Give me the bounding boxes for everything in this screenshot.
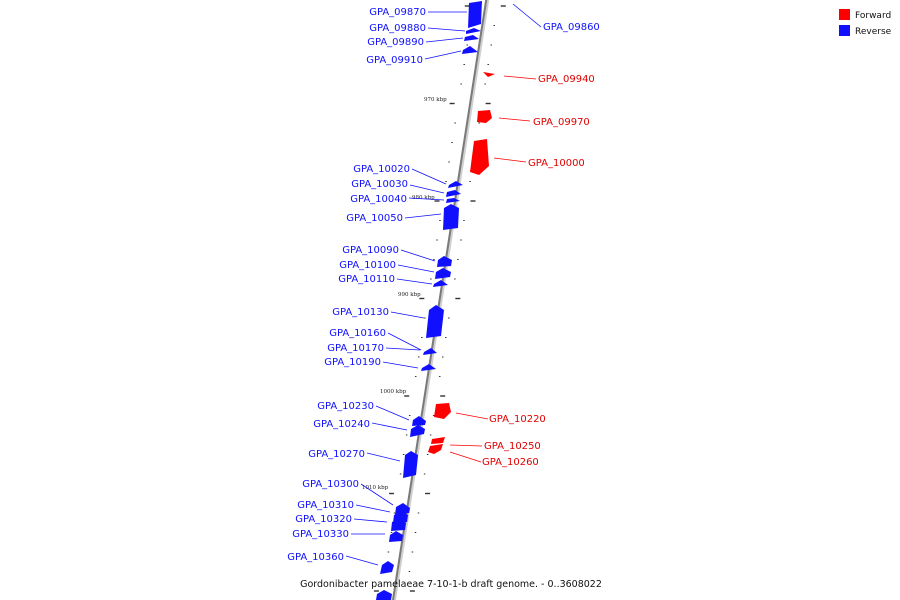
gene-label-gpa-09910[interactable]: GPA_09910 bbox=[366, 55, 423, 66]
gene-label-gpa-10310[interactable]: GPA_10310 bbox=[297, 500, 354, 511]
gene-label-gpa-10160[interactable]: GPA_10160 bbox=[329, 328, 386, 339]
gene-feature[interactable] bbox=[464, 35, 479, 41]
gene-label-gpa-10020[interactable]: GPA_10020 bbox=[353, 164, 410, 175]
gene-label-gpa-09880[interactable]: GPA_09880 bbox=[369, 23, 426, 34]
gene-label-gpa-10250[interactable]: GPA_10250 bbox=[484, 441, 541, 452]
gene-label-gpa-10110[interactable]: GPA_10110 bbox=[338, 274, 395, 285]
gene-feature[interactable] bbox=[468, 1, 482, 28]
gene-label-gpa-10090[interactable]: GPA_10090 bbox=[342, 245, 399, 256]
gene-label-gpa-10360[interactable]: GPA_10360 bbox=[287, 552, 344, 563]
gene-label-gpa-10240[interactable]: GPA_10240 bbox=[313, 419, 370, 430]
gene-label-gpa-10000[interactable]: GPA_10000 bbox=[528, 158, 585, 169]
gene-feature[interactable] bbox=[446, 190, 461, 197]
genome-axis bbox=[392, 0, 488, 600]
gene-feature[interactable] bbox=[448, 181, 463, 188]
gene-label-gpa-10030[interactable]: GPA_10030 bbox=[351, 179, 408, 190]
gene-label-gpa-10230[interactable]: GPA_10230 bbox=[317, 401, 374, 412]
gene-label-gpa-09940[interactable]: GPA_09940 bbox=[538, 74, 595, 85]
gene-feature[interactable] bbox=[431, 437, 445, 444]
gene-feature[interactable] bbox=[446, 198, 460, 203]
gene-label-gpa-10300[interactable]: GPA_10300 bbox=[302, 479, 359, 490]
forward-genes bbox=[428, 72, 495, 454]
legend: Forward Reverse bbox=[839, 9, 892, 37]
gene-feature[interactable] bbox=[477, 110, 492, 123]
genome-caption: Gordonibacter pamelaeae 7-10-1-b draft g… bbox=[300, 579, 602, 590]
gene-label-gpa-10050[interactable]: GPA_10050 bbox=[346, 213, 403, 224]
gene-feature[interactable] bbox=[426, 305, 444, 338]
gene-feature[interactable] bbox=[389, 531, 403, 542]
gene-label-gpa-10100[interactable]: GPA_10100 bbox=[339, 260, 396, 271]
gene-label-gpa-10270[interactable]: GPA_10270 bbox=[308, 449, 365, 460]
gene-feature[interactable] bbox=[380, 561, 394, 574]
gene-feature[interactable] bbox=[412, 416, 426, 426]
gene-feature[interactable] bbox=[483, 72, 495, 77]
gene-label-gpa-10260[interactable]: GPA_10260 bbox=[482, 457, 539, 468]
gene-feature[interactable] bbox=[433, 280, 448, 287]
legend-reverse-label: Reverse bbox=[855, 27, 892, 37]
legend-forward-label: Forward bbox=[855, 11, 891, 21]
gene-label-gpa-10330[interactable]: GPA_10330 bbox=[292, 529, 349, 540]
gene-label-gpa-10130[interactable]: GPA_10130 bbox=[332, 307, 389, 318]
label-leader-lines bbox=[345, 3, 542, 566]
gene-feature[interactable] bbox=[435, 268, 451, 279]
gene-feature[interactable] bbox=[462, 46, 478, 54]
gene-feature[interactable] bbox=[466, 28, 481, 34]
gene-label-gpa-09870[interactable]: GPA_09870 bbox=[369, 7, 426, 18]
gene-feature[interactable] bbox=[443, 204, 459, 230]
gene-label-gpa-10040[interactable]: GPA_10040 bbox=[350, 194, 407, 205]
gene-feature[interactable] bbox=[376, 590, 392, 600]
gene-label-gpa-10220[interactable]: GPA_10220 bbox=[489, 414, 546, 425]
gene-label-gpa-10320[interactable]: GPA_10320 bbox=[295, 514, 352, 525]
gene-label-gpa-09860[interactable]: GPA_09860 bbox=[543, 22, 600, 33]
gene-feature[interactable] bbox=[428, 444, 443, 454]
reverse-genes bbox=[376, 1, 482, 600]
gene-feature[interactable] bbox=[410, 425, 425, 437]
scale-label-970: 970 kbp bbox=[424, 97, 447, 103]
reverse-gene-labels: GPA_09870 GPA_09880 GPA_09890 GPA_09910 … bbox=[287, 7, 600, 563]
gene-label-gpa-09970[interactable]: GPA_09970 bbox=[533, 117, 590, 128]
gene-feature[interactable] bbox=[391, 519, 406, 531]
gene-feature[interactable] bbox=[437, 256, 452, 267]
scale-label-990: 990 kbp bbox=[398, 292, 421, 298]
forward-gene-labels: GPA_09940 GPA_09970 GPA_10000 GPA_10220 … bbox=[482, 74, 595, 468]
gene-feature[interactable] bbox=[403, 451, 418, 478]
scale-label-980: 980 kbp bbox=[412, 195, 435, 201]
gene-feature[interactable] bbox=[423, 348, 437, 355]
legend-reverse-swatch bbox=[839, 25, 850, 36]
gene-label-gpa-09890[interactable]: GPA_09890 bbox=[367, 37, 424, 48]
legend-forward-swatch bbox=[839, 9, 850, 20]
gene-label-gpa-10190[interactable]: GPA_10190 bbox=[324, 357, 381, 368]
gene-feature[interactable] bbox=[470, 139, 489, 175]
scale-label-1010: 1010 kbp bbox=[362, 485, 389, 491]
scale-label-1000: 1000 kbp bbox=[380, 389, 407, 395]
gene-feature[interactable] bbox=[421, 364, 436, 371]
gene-feature[interactable] bbox=[434, 403, 451, 419]
gene-label-gpa-10170[interactable]: GPA_10170 bbox=[327, 343, 384, 354]
gene-feature[interactable] bbox=[395, 503, 410, 515]
